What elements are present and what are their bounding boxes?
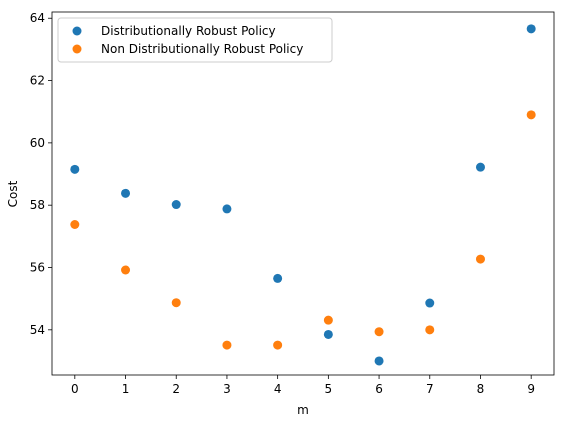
data-point [475, 254, 485, 264]
legend-marker [72, 26, 82, 36]
data-points [70, 24, 536, 366]
legend: Distributionally Robust Policy Non Distri… [57, 17, 333, 63]
y-axis-title: Cost [6, 180, 20, 207]
data-point [70, 164, 80, 174]
x-tick-label: 7 [426, 382, 434, 396]
data-point [273, 340, 283, 350]
x-tick-label: 6 [375, 382, 383, 396]
data-point [171, 200, 181, 210]
data-point [323, 329, 333, 339]
series-distributionally-robust [70, 24, 536, 366]
x-axis: 0 1 2 3 4 5 6 7 8 9 [71, 375, 535, 396]
x-tick-label: 9 [527, 382, 535, 396]
y-tick-label: 58 [30, 198, 45, 212]
y-tick-label: 60 [30, 136, 45, 150]
y-tick-label: 64 [30, 11, 45, 25]
x-tick-label: 5 [325, 382, 333, 396]
data-point [222, 204, 232, 214]
data-point [374, 327, 384, 337]
data-point [171, 298, 181, 308]
legend-box [57, 17, 333, 63]
data-point [425, 325, 435, 335]
legend-label: Non Distributionally Robust Policy [101, 42, 303, 56]
x-tick-label: 3 [223, 382, 231, 396]
data-point [121, 188, 131, 198]
x-axis-title: m [297, 403, 309, 417]
series-non-distributionally-robust [70, 110, 536, 350]
x-tick-label: 8 [477, 382, 485, 396]
x-tick-label: 2 [172, 382, 180, 396]
x-tick-label: 4 [274, 382, 282, 396]
plot-frame [51, 11, 555, 376]
data-point [374, 356, 384, 366]
y-axis: 54 56 58 60 62 64 [30, 11, 52, 337]
x-tick-label: 0 [71, 382, 79, 396]
y-tick-label: 56 [30, 261, 45, 275]
data-point [323, 315, 333, 325]
y-tick-label: 54 [30, 323, 45, 337]
data-point [121, 265, 131, 275]
data-point [475, 162, 485, 172]
legend-marker [72, 44, 82, 54]
legend-label: Distributionally Robust Policy [101, 24, 276, 38]
data-point [526, 110, 536, 120]
data-point [273, 273, 283, 283]
data-point [425, 298, 435, 308]
plot-area [51, 11, 555, 376]
data-point [222, 340, 232, 350]
data-point [70, 220, 80, 230]
y-tick-label: 62 [30, 74, 45, 88]
data-point [526, 24, 536, 34]
x-tick-label: 1 [122, 382, 130, 396]
